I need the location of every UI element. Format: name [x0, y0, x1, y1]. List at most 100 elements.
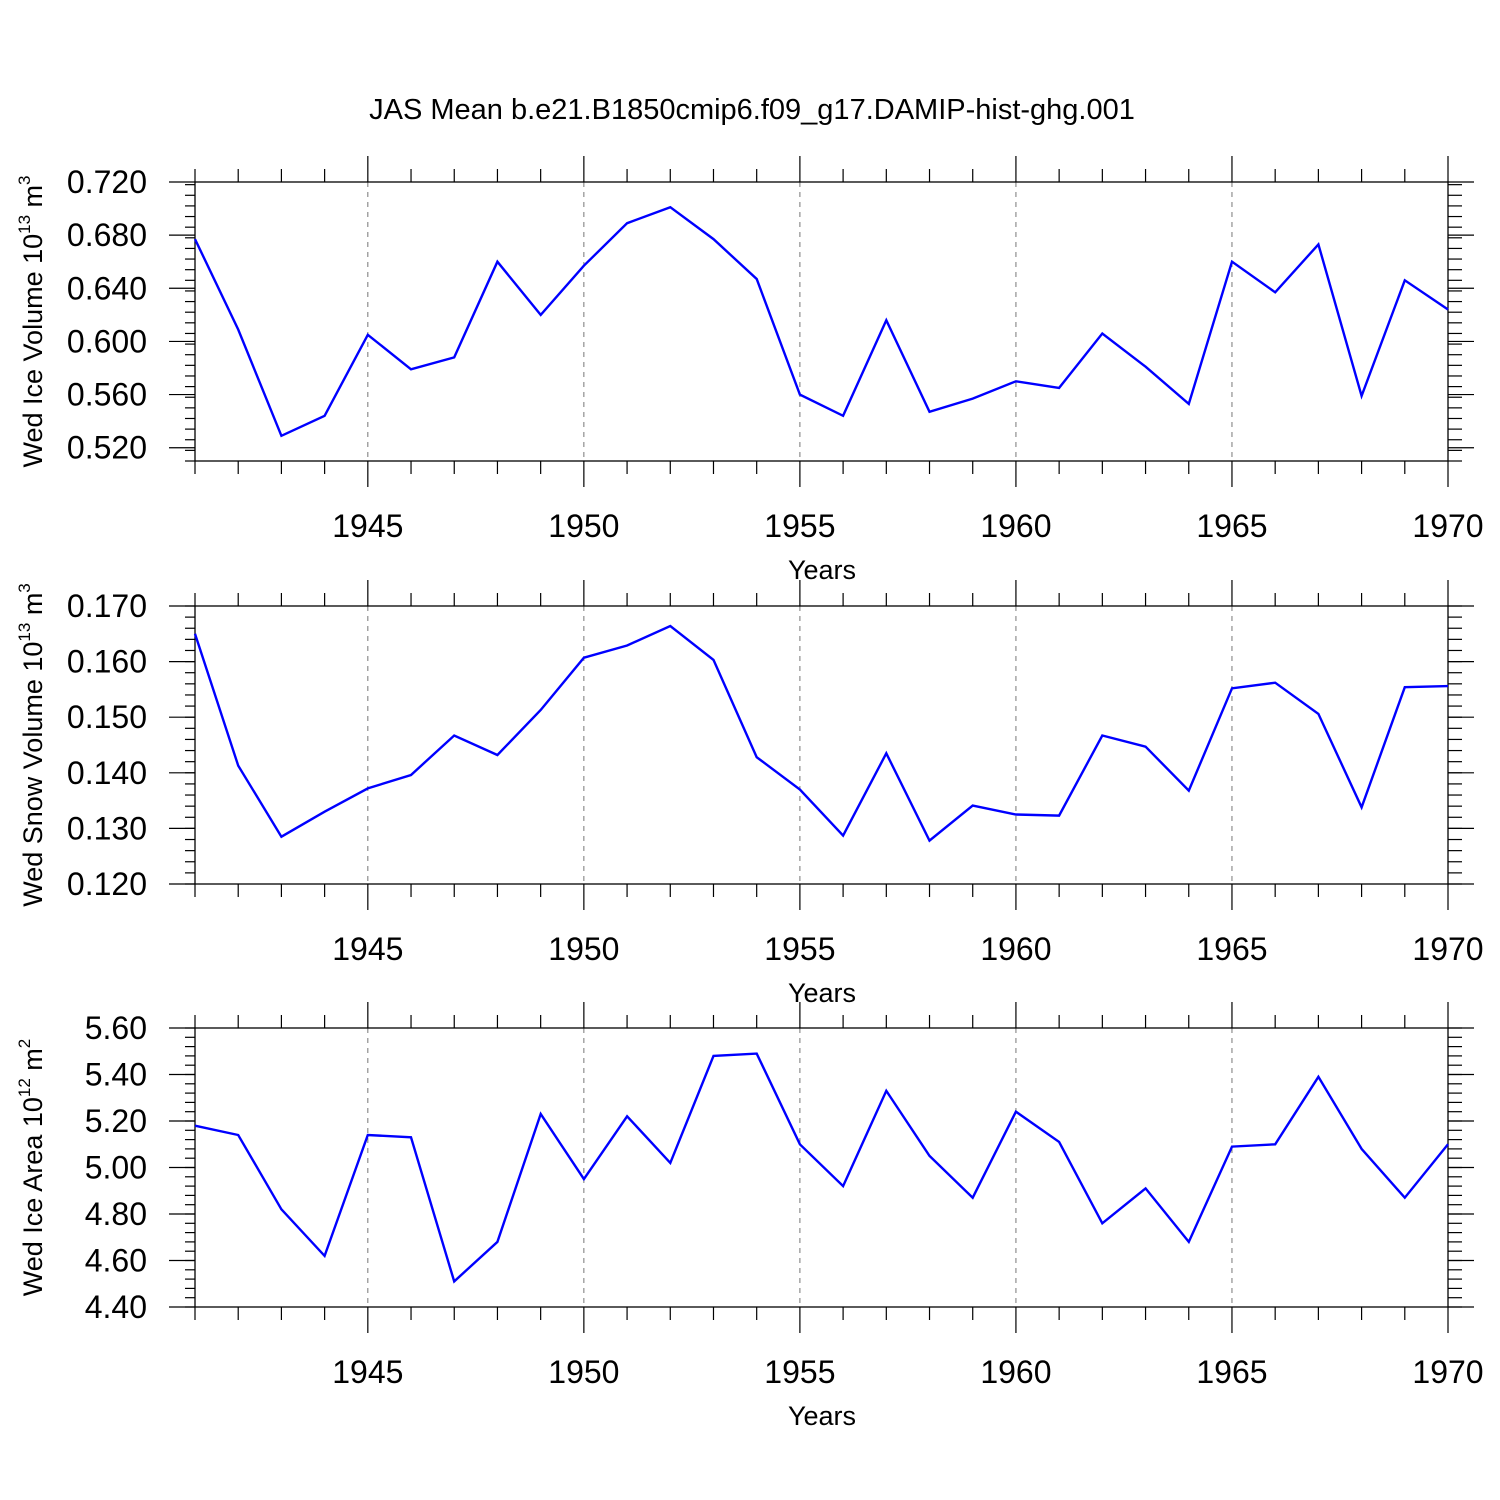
data-point	[495, 753, 500, 758]
y-tick-label: 5.00	[85, 1150, 147, 1186]
y-tick-label: 0.160	[67, 644, 147, 680]
data-point	[1359, 1146, 1364, 1151]
y-axis-title-exponent: 12	[15, 1078, 34, 1097]
series-line	[194, 1052, 1449, 1284]
plot-frame	[194, 605, 1449, 885]
y-axis-title-unit-exponent: 2	[15, 1039, 34, 1048]
data-point	[1402, 278, 1407, 283]
data-point	[754, 755, 759, 760]
data-point	[1402, 1195, 1407, 1200]
panel-ice-area: 4.40 4.60 4.80 5.00 5.20 5.40 5.60 1945 1950 1955…	[15, 1002, 1484, 1431]
data-point	[365, 786, 370, 791]
series-line	[193, 205, 1449, 438]
y-axis-title-text: Wed Snow Volume 10	[18, 642, 48, 907]
y-tick-label: 4.80	[85, 1196, 147, 1232]
y-axis-title: Wed Ice Area 1012 m2	[15, 1039, 48, 1297]
data-point	[927, 409, 932, 414]
y-tick-label: 0.600	[67, 323, 147, 359]
y-tick-label: 0.640	[67, 270, 147, 306]
data-point	[1143, 1186, 1148, 1191]
y-axis-title-exponent: 13	[15, 215, 34, 234]
x-axis-title: Years	[788, 555, 856, 585]
data-point	[1013, 812, 1018, 817]
data-point	[927, 1153, 932, 1158]
y-axis-title: Wed Snow Volume 1013 m3	[15, 583, 48, 907]
data-point	[668, 205, 673, 210]
data-point	[581, 655, 586, 660]
y-axis-title-text: Wed Ice Volume 10	[18, 234, 48, 468]
data-point	[1273, 290, 1278, 295]
data-point	[668, 624, 673, 629]
y-axis-title-exponent: 13	[15, 623, 34, 642]
data-point	[538, 312, 543, 317]
data-point	[1100, 1221, 1105, 1226]
x-tick-label: 1960	[980, 508, 1051, 544]
y-tick-label: 5.20	[85, 1103, 147, 1139]
x-tick-label: 1965	[1196, 1354, 1267, 1390]
figure-title: JAS Mean b.e21.B1850cmip6.f09_g17.DAMIP-…	[369, 94, 1135, 126]
y-tick-label: 0.170	[67, 588, 147, 624]
y-axis-title-unit-exponent: 3	[15, 175, 34, 184]
data-point	[1057, 385, 1062, 390]
y-axis-title-unit: m	[18, 1048, 48, 1078]
data-point	[322, 1253, 327, 1258]
x-tick-label: 1955	[764, 931, 835, 967]
data-point	[625, 1114, 630, 1119]
x-axis-title: Years	[788, 1401, 856, 1431]
data-point	[279, 433, 284, 438]
x-tick-label: 1945	[332, 1354, 403, 1390]
data-point	[797, 392, 802, 397]
plot-frame	[194, 1027, 1449, 1308]
y-tick-label: 0.120	[67, 866, 147, 902]
y-axis-title: Wed Ice Volume 1013 m3	[15, 175, 48, 467]
y-axis-title-unit: m	[18, 593, 48, 623]
data-point	[1057, 1139, 1062, 1144]
data-point	[1013, 379, 1018, 384]
data-point	[1229, 686, 1234, 691]
data-point	[538, 1112, 543, 1117]
data-point	[1273, 1142, 1278, 1147]
data-point	[1359, 805, 1364, 810]
y-tick-label: 0.720	[67, 164, 147, 200]
plot-frame	[194, 181, 1449, 462]
x-tick-label: 1945	[332, 508, 403, 544]
data-point	[1143, 744, 1148, 749]
data-point	[1100, 733, 1105, 738]
data-point	[970, 1195, 975, 1200]
x-tick-label: 1945	[332, 931, 403, 967]
data-point	[193, 237, 198, 242]
data-point	[409, 1135, 414, 1140]
series-line	[193, 624, 1449, 843]
x-tick-label: 1960	[980, 1354, 1051, 1390]
y-axis-title-unit-exponent: 3	[15, 583, 34, 592]
data-point	[193, 631, 198, 636]
data-point	[409, 367, 414, 372]
data-point	[1316, 711, 1321, 716]
data-point	[970, 803, 975, 808]
y-tick-label: 4.40	[85, 1289, 147, 1325]
x-tick-label: 1950	[548, 931, 619, 967]
data-point	[236, 327, 241, 332]
y-tick-label: 0.680	[67, 217, 147, 253]
data-point	[668, 1160, 673, 1165]
x-tick-label: 1965	[1196, 508, 1267, 544]
data-point	[1013, 1109, 1018, 1114]
data-point	[365, 1132, 370, 1137]
y-tick-label: 0.140	[67, 755, 147, 791]
data-point	[711, 657, 716, 662]
data-point	[797, 1142, 802, 1147]
data-point	[1446, 1142, 1451, 1147]
x-tick-label: 1960	[980, 931, 1051, 967]
data-point	[711, 237, 716, 242]
data-point	[1100, 331, 1105, 336]
data-point	[1446, 307, 1451, 312]
data-point	[754, 1051, 759, 1056]
data-point	[1057, 813, 1062, 818]
panel-ice-volume: 0.520 0.560 0.600 0.640 0.680 0.720 1945 1950 19…	[15, 156, 1484, 585]
data-point	[538, 707, 543, 712]
data-point	[581, 1177, 586, 1182]
data-point	[1186, 401, 1191, 406]
data-point	[797, 787, 802, 792]
data-point	[322, 413, 327, 418]
data-point	[1186, 1239, 1191, 1244]
